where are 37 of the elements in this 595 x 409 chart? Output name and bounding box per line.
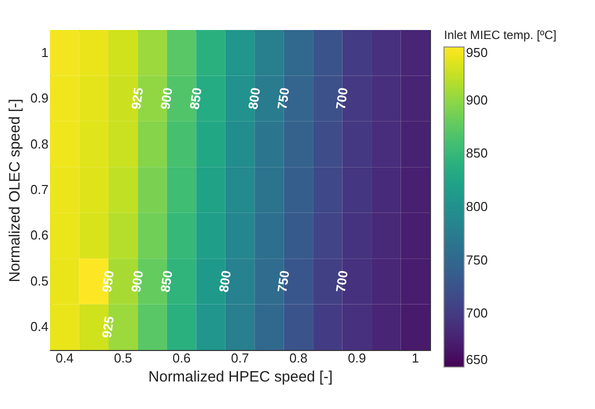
annotation: 800 (245, 86, 264, 110)
annotation: 900 (157, 86, 176, 110)
y-tick-label: 0.4 (30, 319, 48, 334)
annotation: 750 (274, 86, 292, 110)
x-tick-label: 0.9 (348, 350, 366, 366)
x-tick-label: 0.7 (230, 350, 250, 366)
color-bar-label: 850 (466, 146, 488, 161)
y-tick-label: 0.8 (30, 136, 48, 152)
color-bar-label: 900 (466, 92, 488, 108)
y-tick-label: 0.7 (30, 182, 48, 197)
annotation: 750 (274, 270, 292, 294)
x-tick-label: 0.8 (289, 350, 308, 366)
annotation: 925 (99, 315, 117, 339)
y-tick-label: 0.5 (30, 273, 48, 288)
color-bar-label: 700 (466, 306, 488, 321)
annotation: 700 (332, 86, 351, 110)
color-bar-label: 750 (466, 252, 488, 268)
annotation: 700 (332, 270, 351, 294)
x-tick-label: 0.5 (114, 350, 132, 366)
color-bar-label: 950 (466, 45, 488, 60)
x-tick-label: 1 (412, 350, 419, 366)
annotation: 800 (216, 270, 234, 294)
y-axis-title: Normalized OLEC speed [-] (6, 98, 24, 282)
x-tick-label: 0.6 (172, 350, 191, 366)
color-bar-label: 800 (466, 199, 488, 214)
annotation: 950 (99, 270, 117, 294)
y-tick-label: 0.6 (30, 228, 48, 243)
y-tick-label: 0.9 (30, 90, 48, 106)
y-tick-label: 1 (41, 44, 48, 60)
annotation: 850 (157, 270, 176, 294)
color-bar-label: 650 (466, 352, 488, 367)
x-tick-label: 0.4 (56, 350, 74, 366)
annotation: 850 (186, 86, 205, 110)
annotation: 900 (128, 270, 146, 294)
x-axis-title: Normalized HPEC speed [-] (148, 368, 333, 386)
annotation: 925 (128, 86, 146, 110)
color-bar-title: Inlet MIEC temp. [ºC] (444, 28, 556, 42)
